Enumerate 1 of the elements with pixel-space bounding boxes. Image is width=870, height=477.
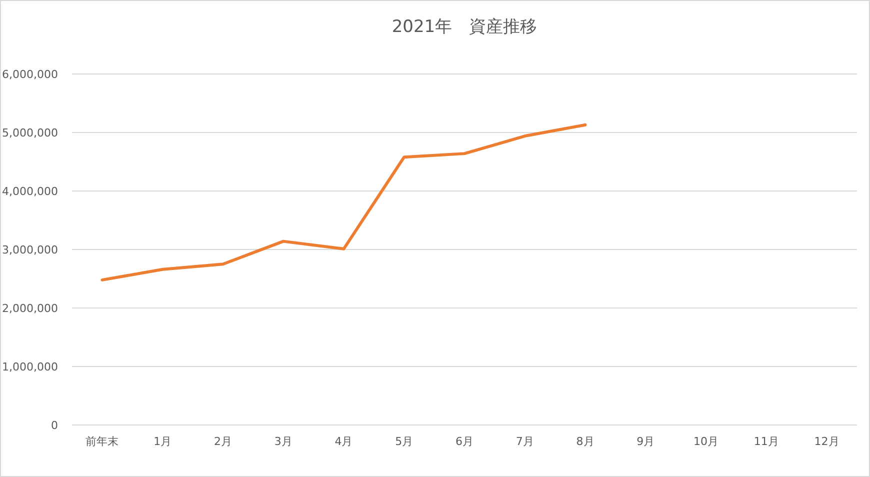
title: 2021年 資産推移	[392, 17, 538, 37]
